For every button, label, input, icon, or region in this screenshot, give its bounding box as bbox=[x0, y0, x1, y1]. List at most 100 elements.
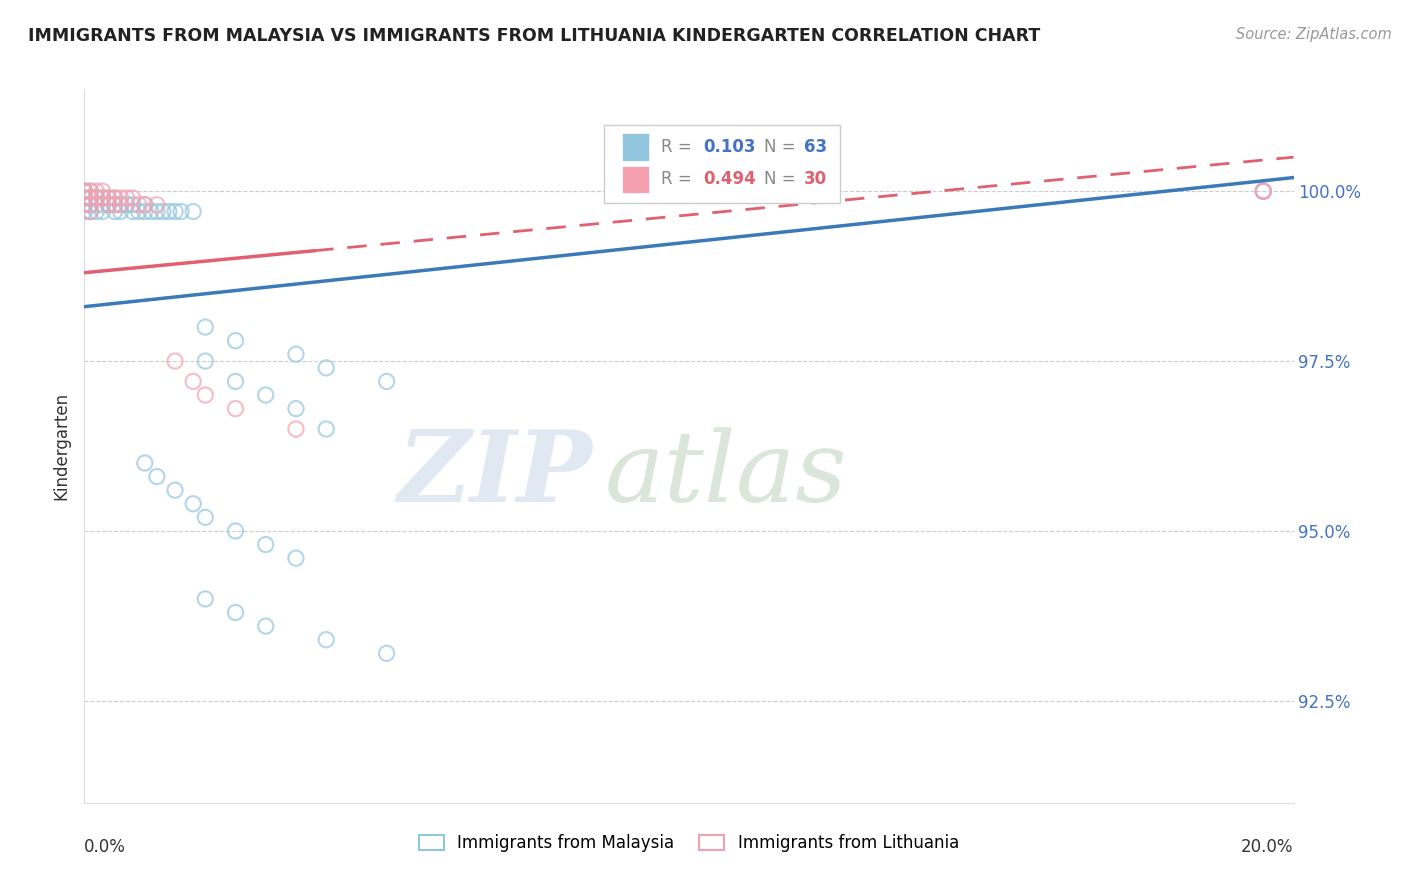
Text: 0.0%: 0.0% bbox=[84, 838, 127, 855]
Text: ZIP: ZIP bbox=[398, 426, 592, 523]
Point bbox=[194, 320, 217, 334]
Point bbox=[1253, 184, 1275, 198]
Point bbox=[146, 204, 169, 219]
Point bbox=[104, 204, 127, 219]
Point bbox=[285, 422, 308, 436]
Text: IMMIGRANTS FROM MALAYSIA VS IMMIGRANTS FROM LITHUANIA KINDERGARTEN CORRELATION C: IMMIGRANTS FROM MALAYSIA VS IMMIGRANTS F… bbox=[28, 27, 1040, 45]
Point bbox=[194, 388, 217, 402]
Point bbox=[86, 198, 108, 212]
Point bbox=[134, 204, 156, 219]
Point bbox=[375, 375, 398, 389]
Point bbox=[97, 198, 120, 212]
Point bbox=[97, 198, 120, 212]
Point bbox=[315, 360, 337, 375]
Point bbox=[79, 184, 101, 198]
Point bbox=[91, 204, 114, 219]
Point bbox=[115, 198, 138, 212]
Point bbox=[225, 606, 247, 620]
Point bbox=[254, 537, 277, 551]
Point bbox=[86, 191, 108, 205]
Point bbox=[73, 184, 96, 198]
Point bbox=[285, 347, 308, 361]
Point bbox=[315, 632, 337, 647]
Y-axis label: Kindergarten: Kindergarten bbox=[52, 392, 70, 500]
Point bbox=[315, 422, 337, 436]
Point bbox=[225, 334, 247, 348]
Point bbox=[104, 198, 127, 212]
Text: atlas: atlas bbox=[605, 427, 846, 522]
Point bbox=[73, 198, 96, 212]
Point bbox=[79, 204, 101, 219]
Point bbox=[146, 198, 169, 212]
Point bbox=[225, 524, 247, 538]
Point bbox=[194, 354, 217, 368]
Point bbox=[121, 204, 143, 219]
Point bbox=[225, 401, 247, 416]
Point bbox=[73, 191, 96, 205]
Text: R =: R = bbox=[661, 138, 697, 156]
Point bbox=[86, 184, 108, 198]
Point bbox=[97, 191, 120, 205]
Point bbox=[73, 184, 96, 198]
Point bbox=[1253, 184, 1275, 198]
Point bbox=[104, 191, 127, 205]
Point bbox=[110, 198, 132, 212]
Point bbox=[165, 204, 187, 219]
Text: 63: 63 bbox=[804, 138, 827, 156]
Point bbox=[225, 375, 247, 389]
Text: 0.103: 0.103 bbox=[703, 138, 756, 156]
Point bbox=[1253, 184, 1275, 198]
Point bbox=[110, 198, 132, 212]
Text: 0.494: 0.494 bbox=[703, 170, 756, 188]
Point bbox=[73, 184, 96, 198]
Text: N =: N = bbox=[763, 170, 801, 188]
Point bbox=[181, 204, 204, 219]
Point bbox=[79, 191, 101, 205]
Point bbox=[139, 204, 162, 219]
Point bbox=[97, 191, 120, 205]
Point bbox=[134, 198, 156, 212]
Text: N =: N = bbox=[763, 138, 801, 156]
Point bbox=[194, 591, 217, 606]
Point bbox=[134, 456, 156, 470]
Point bbox=[165, 354, 187, 368]
Point bbox=[1253, 184, 1275, 198]
Point bbox=[375, 646, 398, 660]
Point bbox=[79, 184, 101, 198]
Point bbox=[152, 204, 174, 219]
Point bbox=[157, 204, 180, 219]
Point bbox=[86, 191, 108, 205]
Point bbox=[104, 191, 127, 205]
Point bbox=[110, 191, 132, 205]
Point bbox=[285, 551, 308, 566]
Point bbox=[134, 198, 156, 212]
Point bbox=[128, 198, 150, 212]
FancyBboxPatch shape bbox=[605, 125, 841, 203]
Point bbox=[79, 198, 101, 212]
Point bbox=[86, 191, 108, 205]
Point bbox=[73, 191, 96, 205]
Text: R =: R = bbox=[661, 170, 697, 188]
Point bbox=[254, 619, 277, 633]
Point bbox=[121, 198, 143, 212]
Point bbox=[115, 191, 138, 205]
Point bbox=[79, 198, 101, 212]
Point bbox=[79, 204, 101, 219]
Point bbox=[73, 184, 96, 198]
Text: 20.0%: 20.0% bbox=[1241, 838, 1294, 855]
Point bbox=[73, 204, 96, 219]
Point bbox=[170, 204, 193, 219]
Point bbox=[254, 388, 277, 402]
Point bbox=[79, 191, 101, 205]
Point bbox=[86, 204, 108, 219]
Point bbox=[110, 204, 132, 219]
Point bbox=[181, 375, 204, 389]
Bar bbox=[623, 134, 650, 161]
Point bbox=[165, 483, 187, 498]
Point bbox=[91, 191, 114, 205]
Point bbox=[79, 191, 101, 205]
Point bbox=[128, 204, 150, 219]
Point bbox=[104, 198, 127, 212]
Point bbox=[194, 510, 217, 524]
Point bbox=[91, 184, 114, 198]
